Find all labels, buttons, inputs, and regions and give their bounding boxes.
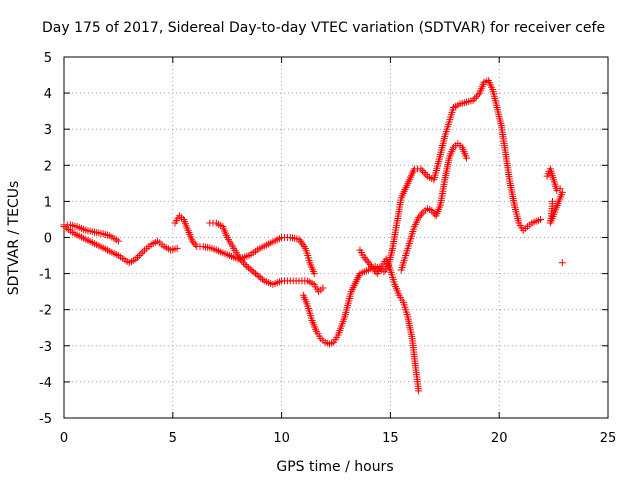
data-point-marker	[246, 265, 254, 273]
data-points	[60, 76, 566, 395]
x-tick-label: 10	[273, 431, 290, 446]
data-point-marker	[362, 255, 370, 263]
data-point-marker	[243, 262, 251, 270]
y-tick-label: -4	[39, 376, 52, 391]
data-point-marker	[173, 244, 181, 252]
grid-lines	[64, 57, 608, 418]
data-point-marker	[251, 270, 259, 278]
data-point-marker	[428, 206, 436, 214]
data-point-marker	[248, 267, 256, 275]
data-point-marker	[258, 275, 266, 283]
data-point-marker	[299, 241, 307, 249]
data-point-marker	[319, 284, 327, 292]
y-tick-label: -2	[39, 304, 52, 319]
data-point-marker	[429, 208, 437, 216]
data-point-marker	[463, 154, 471, 162]
y-tick-label: -3	[39, 340, 52, 355]
data-point-marker	[422, 170, 430, 178]
data-point-marker	[139, 248, 147, 256]
data-point-marker	[420, 169, 428, 177]
x-tick-label: 20	[491, 431, 508, 446]
data-point-marker	[472, 93, 480, 101]
y-tick-label: 4	[44, 87, 52, 102]
data-point-marker	[474, 91, 482, 99]
data-point-marker	[471, 95, 479, 103]
data-point-marker	[366, 261, 374, 269]
data-point-marker	[134, 253, 142, 261]
data-point-marker	[253, 271, 261, 279]
axis-ticks: 0 5 10 15 20 25 -5 -4 -3 -2 -1 0 1 2 3 4 5	[39, 51, 616, 446]
data-point-marker	[415, 387, 423, 395]
data-point-marker	[558, 259, 566, 267]
data-point-marker	[238, 257, 246, 265]
data-point-marker	[236, 255, 244, 263]
data-point-marker	[132, 255, 140, 263]
data-point-marker	[368, 262, 376, 270]
data-point-marker	[114, 237, 122, 245]
data-point-marker	[549, 197, 557, 205]
data-point-marker	[418, 167, 426, 175]
data-point-marker	[191, 241, 199, 249]
data-point-marker	[250, 268, 258, 276]
y-tick-label: 1	[44, 195, 52, 210]
y-tick-label: 5	[44, 51, 52, 66]
data-point-marker	[363, 257, 371, 265]
y-tick-label: 3	[44, 123, 52, 138]
data-point-marker	[417, 165, 425, 173]
data-point-marker	[188, 237, 196, 245]
data-point-marker	[418, 210, 426, 218]
data-point-marker	[300, 243, 308, 251]
data-point-marker	[137, 250, 145, 258]
chart-title: Day 175 of 2017, Sidereal Day-to-day VTE…	[42, 20, 605, 36]
x-tick-label: 25	[600, 431, 617, 446]
data-point-marker	[295, 235, 303, 243]
data-point-marker	[298, 239, 306, 247]
data-point-marker	[370, 266, 378, 274]
data-point-marker	[360, 253, 368, 261]
y-tick-label: -5	[39, 412, 52, 427]
data-point-marker	[537, 215, 545, 223]
x-tick-label: 15	[382, 431, 399, 446]
data-point-marker	[241, 261, 249, 269]
data-point-marker	[369, 264, 377, 272]
y-axis-label: SDTVAR / TECUs	[6, 181, 22, 296]
data-point-marker	[556, 185, 564, 193]
data-point-marker	[415, 214, 423, 222]
x-tick-label: 5	[169, 431, 177, 446]
data-point-marker	[255, 272, 263, 280]
data-point-marker	[257, 274, 265, 282]
data-point-marker	[296, 237, 304, 245]
x-tick-label: 0	[60, 431, 68, 446]
y-tick-label: 0	[44, 232, 52, 247]
data-point-marker	[416, 212, 424, 220]
data-point-marker	[469, 96, 477, 104]
x-axis-label: GPS time / hours	[276, 459, 393, 475]
data-point-marker	[553, 187, 561, 195]
data-point-marker	[135, 252, 143, 260]
data-point-marker	[310, 270, 318, 278]
data-point-marker	[240, 259, 248, 267]
y-tick-label: -1	[39, 268, 52, 283]
data-point-marker	[245, 264, 253, 272]
y-tick-label: 2	[44, 159, 52, 174]
data-point-marker	[190, 239, 198, 247]
data-point-marker	[380, 268, 388, 276]
data-point-marker	[365, 259, 373, 267]
data-point-marker	[372, 268, 380, 276]
